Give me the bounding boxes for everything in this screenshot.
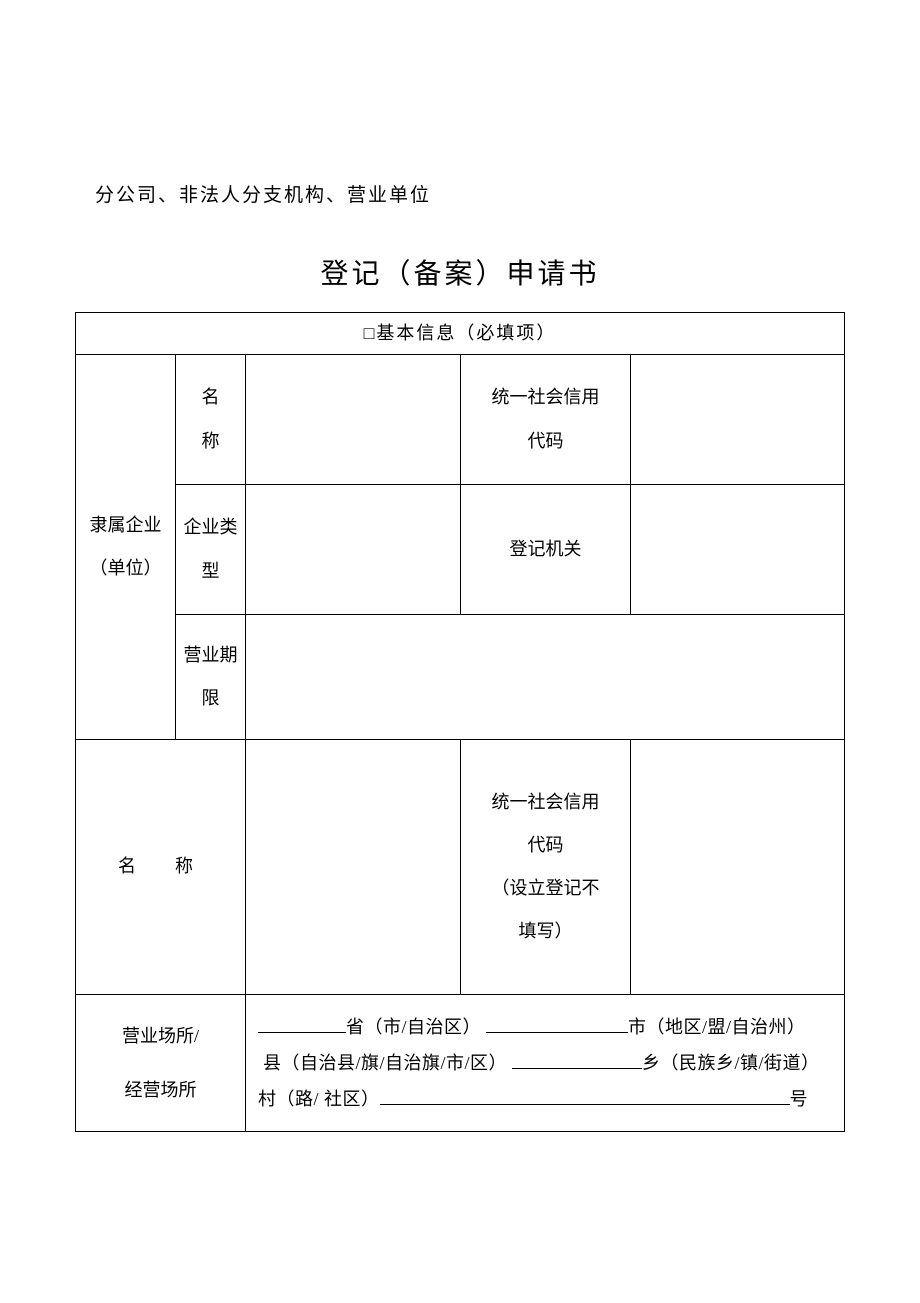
field-affiliated-name[interactable] xyxy=(246,355,461,485)
field-business-term[interactable] xyxy=(246,615,845,740)
label-name-inner-p2: 称 xyxy=(202,431,220,451)
address-part1: 省（市/自治区） xyxy=(346,1017,481,1037)
field-affiliated-credit-code[interactable] xyxy=(631,355,845,485)
address-part3: 县（自治县/旗/自治旗/市/区） xyxy=(263,1053,507,1073)
address-part5: 村（路/ 社区） xyxy=(258,1089,380,1109)
label-name-outer: 名 称 xyxy=(76,740,246,995)
blank-street[interactable] xyxy=(380,1085,790,1105)
field-business-address[interactable]: 省（市/自治区） 市（地区/盟/自治州） 县（自治县/旗/自治旗/市/区） 乡（… xyxy=(246,995,845,1132)
field-enterprise-type[interactable] xyxy=(246,485,461,615)
label-name-inner: 名 称 xyxy=(176,355,246,485)
label-name-inner-p1: 名 xyxy=(202,387,220,407)
label-credit-code-alt-p2: 代码 xyxy=(528,835,564,855)
label-credit-code-alt: 统一社会信用 代码 （设立登记不 填写） xyxy=(461,740,631,995)
label-credit-code: 统一社会信用 代码 xyxy=(461,355,631,485)
document-subtitle: 分公司、非法人分支机构、营业单位 xyxy=(95,180,845,207)
field-entity-name[interactable] xyxy=(246,740,461,995)
label-business-term: 营业期 限 xyxy=(176,615,246,740)
blank-province[interactable] xyxy=(258,1013,346,1033)
label-affiliated-enterprise: 隶属企业（单位） xyxy=(76,355,176,740)
address-part6: 号 xyxy=(790,1089,809,1109)
registration-form-table: □基本信息（必填项） 隶属企业（单位） 名 称 统一社会信用 代码 企业类 型 … xyxy=(75,312,845,1132)
label-credit-code-alt-p3: （设立登记不 xyxy=(492,878,600,898)
label-business-place: 营业场所/ 经营场所 xyxy=(76,995,246,1132)
address-part4: 乡（民族乡/镇/街道） xyxy=(642,1053,820,1073)
label-registration-authority: 登记机关 xyxy=(461,485,631,615)
document-title: 登记（备案）申请书 xyxy=(75,252,845,292)
label-business-place-p2: 经营场所 xyxy=(125,1080,197,1100)
label-business-place-p1: 营业场所/ xyxy=(122,1026,199,1046)
address-part2: 市（地区/盟/自治州） xyxy=(628,1017,806,1037)
label-enterprise-type: 企业类 型 xyxy=(176,485,246,615)
label-credit-code-alt-p4: 填写） xyxy=(519,921,573,941)
blank-city[interactable] xyxy=(486,1013,628,1033)
blank-township[interactable] xyxy=(512,1049,642,1069)
label-business-term-p2: 限 xyxy=(202,688,220,708)
label-credit-code-alt-p1: 统一社会信用 xyxy=(492,792,600,812)
label-enterprise-type-p2: 型 xyxy=(202,561,220,581)
label-credit-code-p1: 统一社会信用 xyxy=(492,387,600,407)
label-enterprise-type-p1: 企业类 xyxy=(184,517,238,537)
label-business-term-p1: 营业期 xyxy=(184,645,238,665)
field-entity-credit-code[interactable] xyxy=(631,740,845,995)
field-registration-authority[interactable] xyxy=(631,485,845,615)
label-credit-code-p2: 代码 xyxy=(528,431,564,451)
section-header-basic-info: □基本信息（必填项） xyxy=(76,313,845,355)
